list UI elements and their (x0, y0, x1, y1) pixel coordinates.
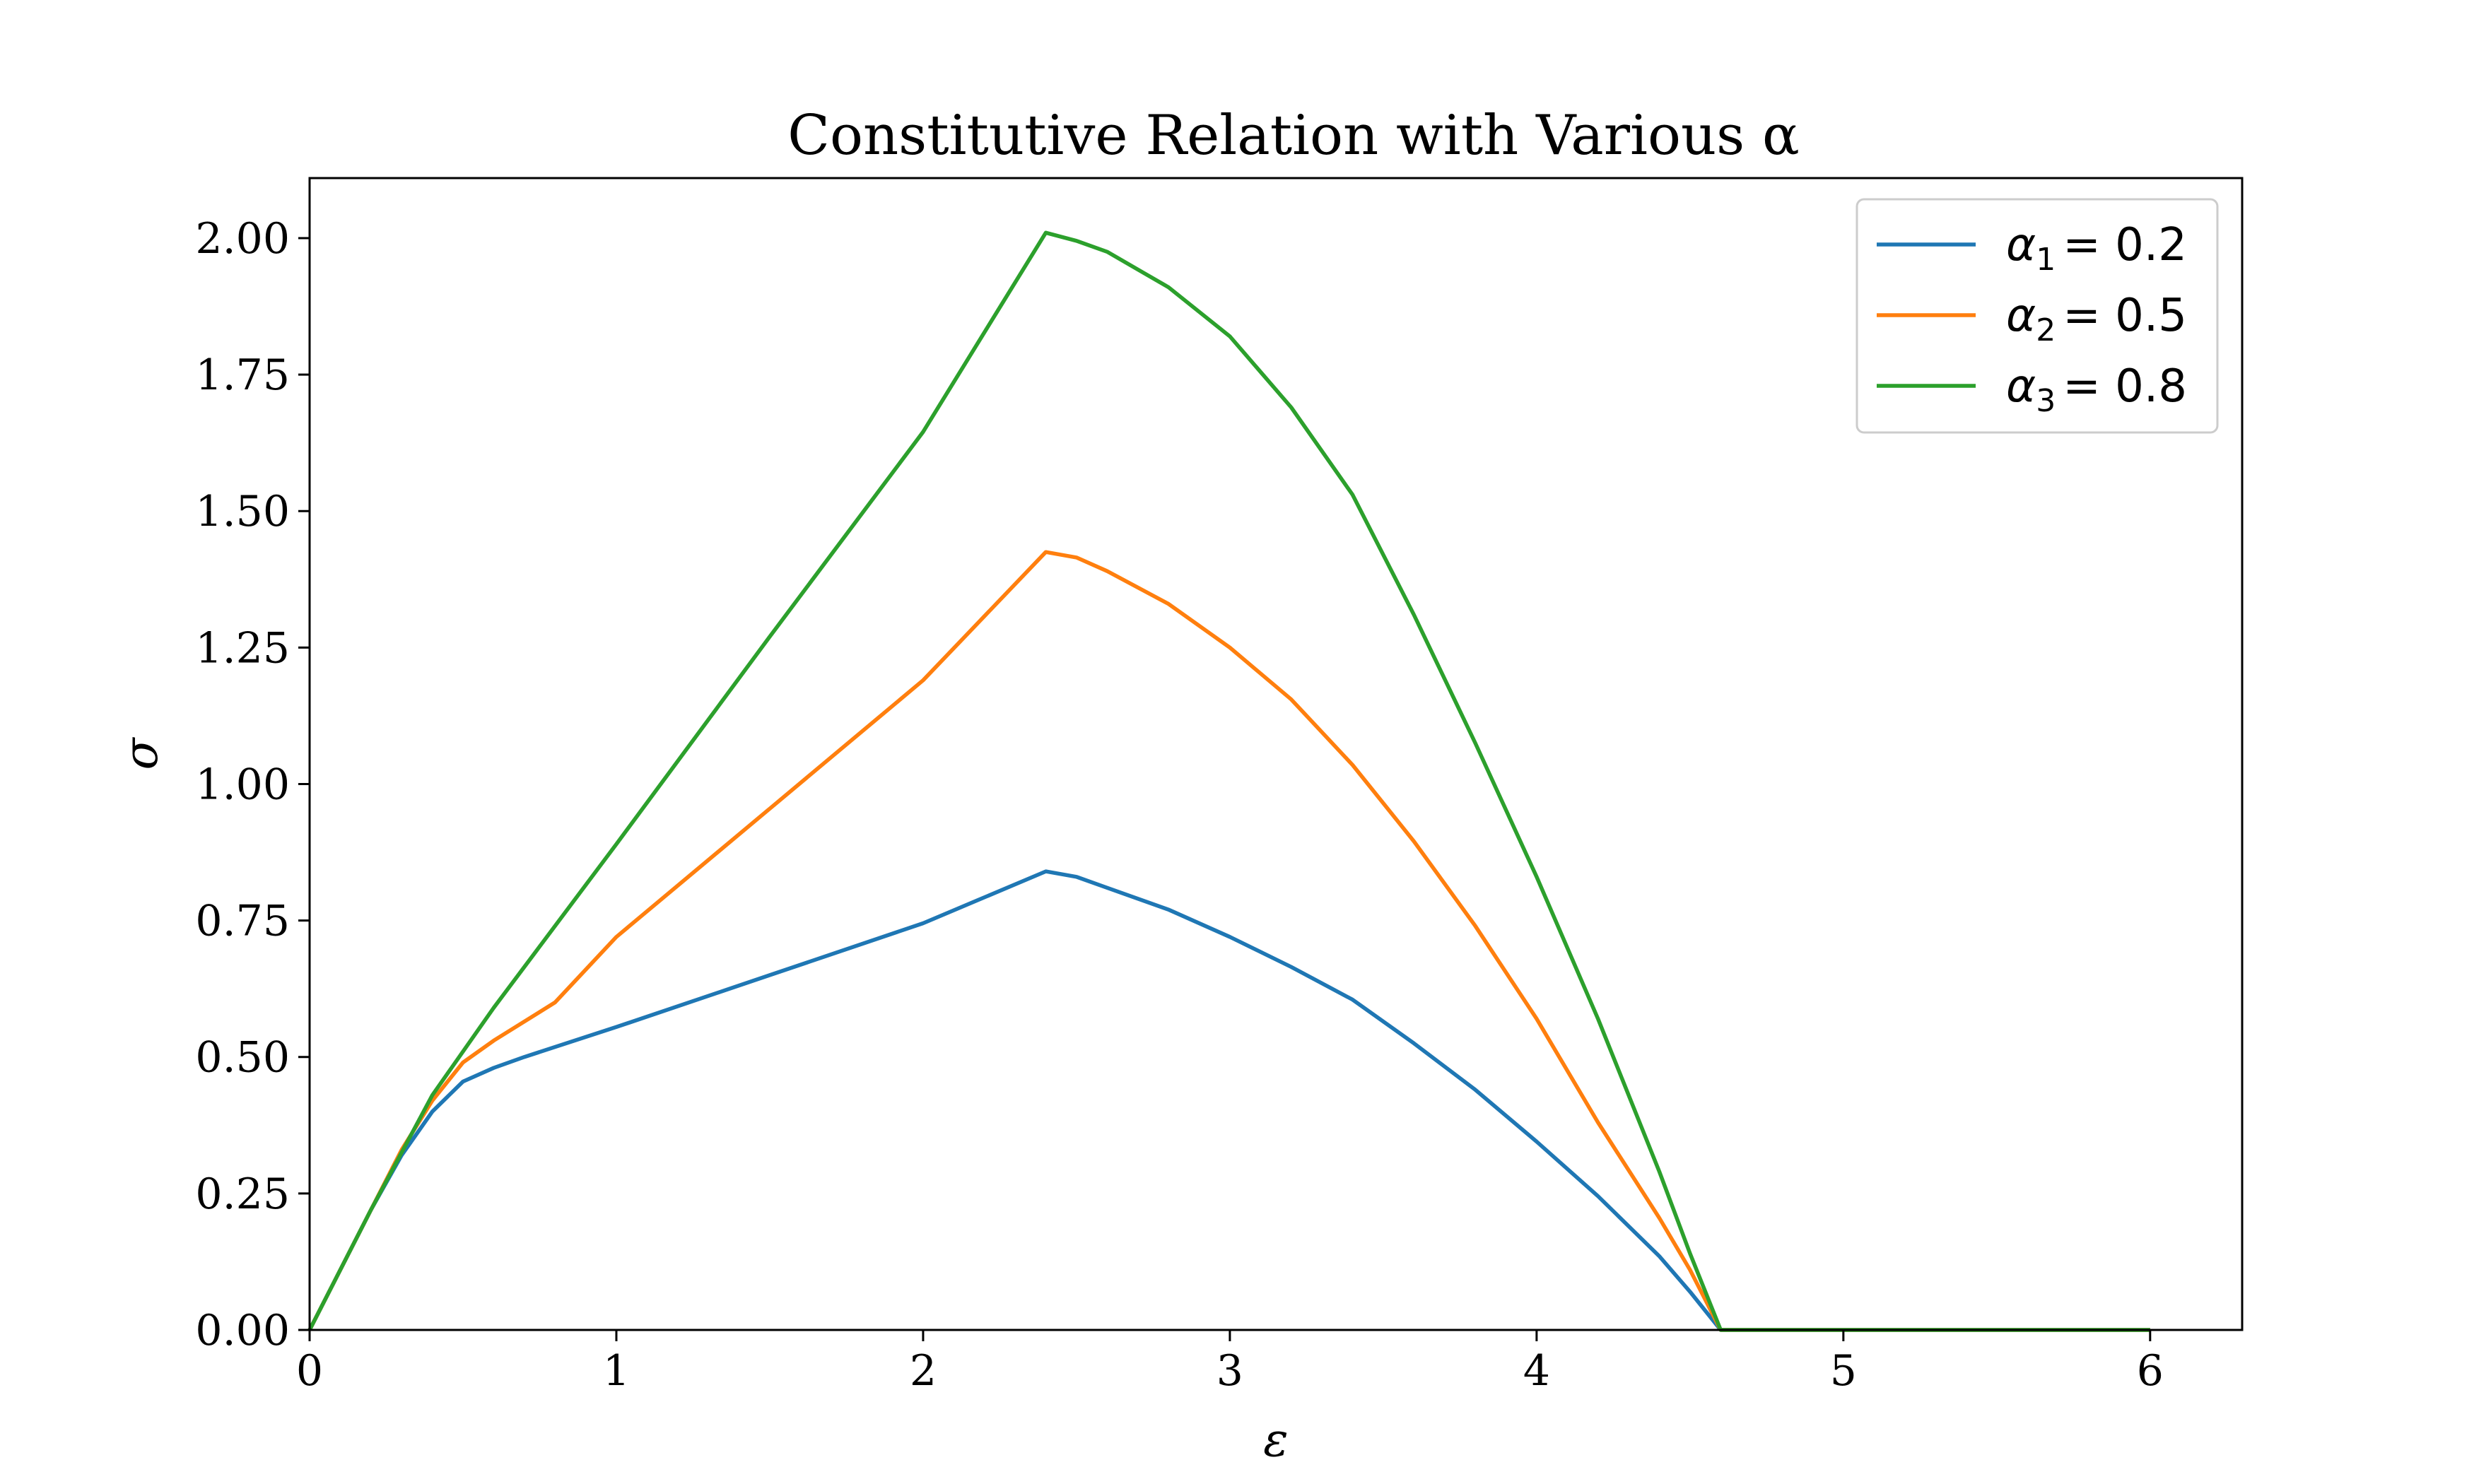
x-tick-label: 4 (1523, 1346, 1550, 1396)
series-line-3 (307, 230, 2150, 1332)
y-axis: 0.00 0.25 0.50 0.75 1.00 1.25 1.50 1.75 2.00 (195, 214, 310, 1355)
x-axis-label: ε (1263, 1413, 1288, 1467)
legend-label-3: α3 = 0.8 (2006, 360, 2187, 419)
x-axis: 0 1 2 3 4 5 6 (296, 1330, 2164, 1396)
x-tick-label: 6 (2137, 1346, 2164, 1396)
x-tick-label: 2 (910, 1346, 937, 1396)
series-line-1 (307, 869, 2150, 1332)
y-tick-label: 0.00 (195, 1306, 290, 1355)
y-tick-label: 0.50 (195, 1033, 290, 1083)
x-tick-label: 1 (603, 1346, 630, 1396)
y-tick-label: 1.75 (195, 351, 290, 400)
y-tick-label: 0.25 (195, 1170, 290, 1219)
x-tick-label: 3 (1217, 1346, 1243, 1396)
y-tick-label: 2.00 (195, 214, 290, 264)
series-line-2 (307, 550, 2150, 1332)
y-tick-label: 1.00 (195, 760, 290, 809)
y-tick-label: 1.50 (195, 487, 290, 536)
y-axis-label: σ (114, 737, 168, 770)
legend-label-2: α2 = 0.5 (2006, 290, 2187, 348)
x-tick-label: 0 (296, 1346, 323, 1396)
y-tick-label: 1.25 (195, 623, 290, 673)
legend-label-1: α1 = 0.2 (2006, 219, 2187, 278)
plot-frame (308, 177, 2244, 1331)
legend-frame (1856, 198, 2219, 434)
series-layer (307, 230, 2150, 1332)
x-tick-label: 5 (1830, 1346, 1857, 1396)
chart-title: Constitutive Relation with Various α (787, 104, 1799, 167)
y-tick-label: 0.75 (195, 897, 290, 946)
legend: α1 = 0.2 α2 = 0.5 α3 = 0.8 (1856, 198, 2219, 434)
